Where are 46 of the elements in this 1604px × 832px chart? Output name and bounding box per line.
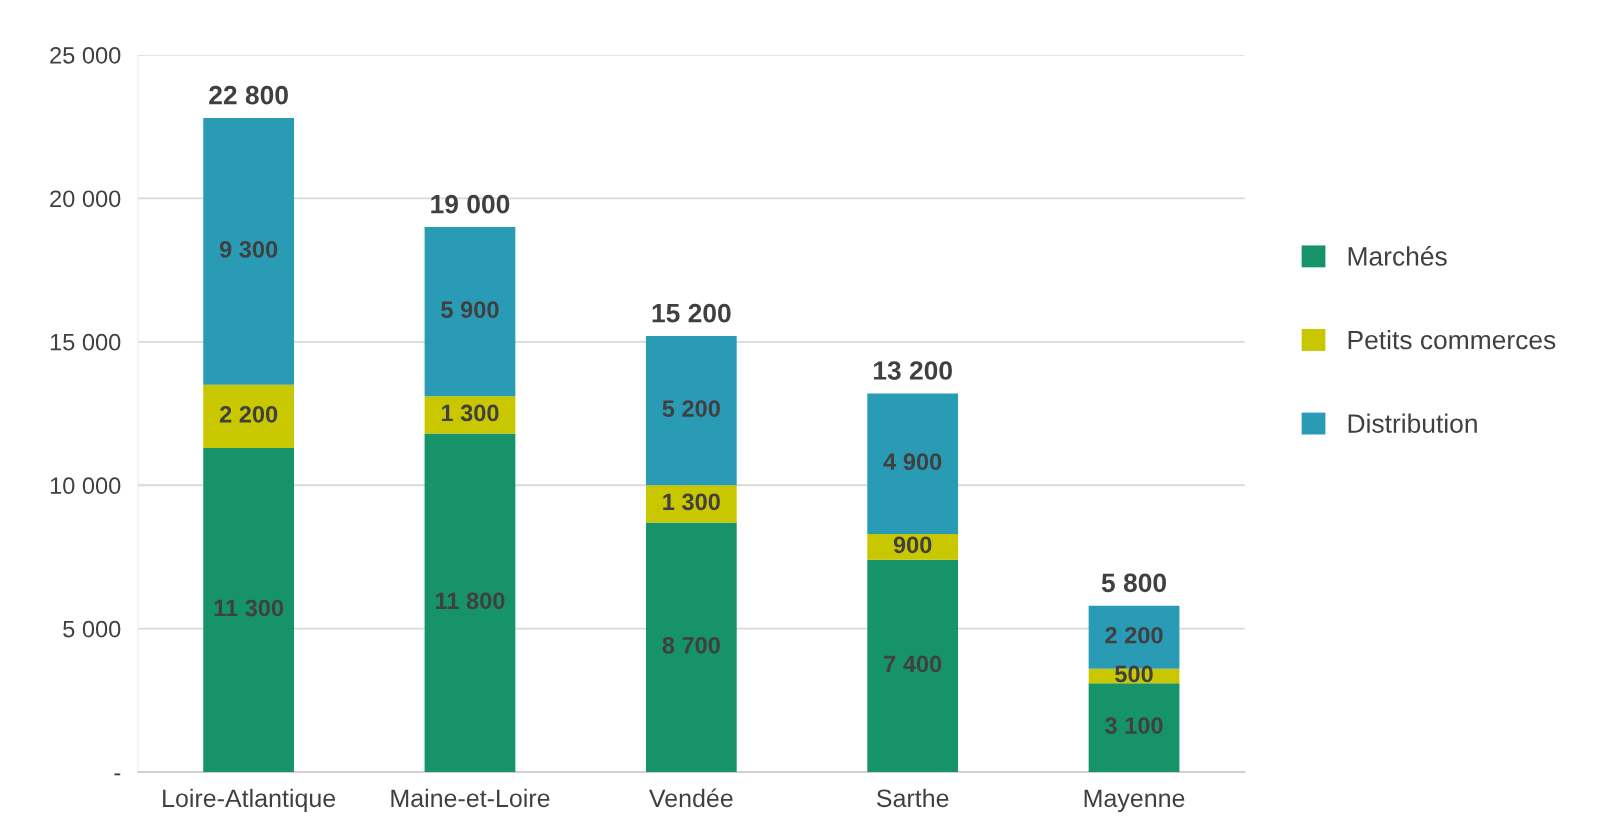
legend-label: Petits commerces [1348,329,1556,350]
bar [645,336,737,486]
data-label: 8 700 [662,636,720,654]
bar [424,396,516,434]
x-tick-label: Maine-et-Loire [391,788,550,808]
data-label: 500 [1115,665,1153,683]
total-label: 19 000 [431,194,510,214]
bar [645,485,737,523]
total-label: 5 800 [1101,573,1166,593]
bar [867,393,959,534]
total-label: 15 200 [652,303,731,323]
data-label: 2 200 [219,405,278,423]
y-tick-label: 5 000 [63,620,121,638]
total-label: 22 800 [209,85,288,105]
data-label: 4 900 [883,453,942,471]
data-label: 2 200 [1105,626,1163,644]
y-tick-label: 10 000 [50,477,121,495]
y-tick-label: 25 000 [50,46,121,64]
x-tick-label: Vendée [649,788,733,808]
y-tick-label: 15 000 [50,333,121,351]
bar [203,447,294,773]
y-tick-label: - [114,773,121,776]
bar [203,384,294,448]
data-label: 11 800 [436,592,505,610]
legend-label: Marchés [1348,246,1447,266]
data-label: 1 300 [441,404,499,422]
x-tick-label: Sarthe [876,788,949,808]
legend-label: Distribution [1348,413,1477,433]
bar [645,522,737,773]
x-tick-label: Loire-Atlantique [163,788,336,813]
bar [424,227,516,397]
data-label: 900 [893,536,932,554]
x-tick-label: Mayenne [1084,789,1185,813]
data-label: 7 400 [884,655,942,673]
data-label: 1 300 [663,493,720,511]
data-label: 5 900 [441,301,499,318]
bar [424,433,516,773]
bar [1088,683,1180,773]
data-label: 5 200 [662,400,720,417]
data-label: 9 300 [219,241,278,258]
total-label: 13 200 [873,361,952,380]
bar [867,559,959,773]
bar [203,118,294,385]
y-tick-label: 20 000 [50,190,121,208]
data-label: 11 300 [214,599,284,617]
data-label: 3 100 [1105,717,1163,734]
